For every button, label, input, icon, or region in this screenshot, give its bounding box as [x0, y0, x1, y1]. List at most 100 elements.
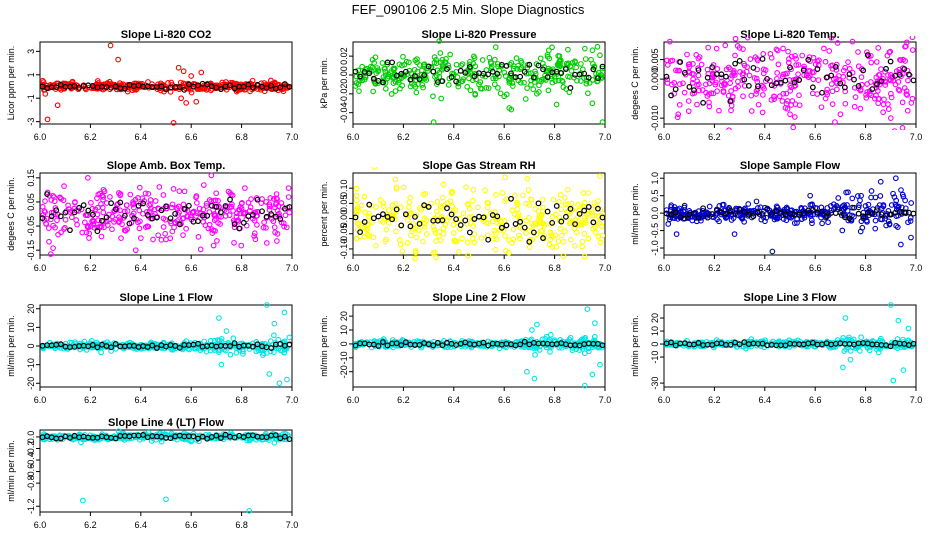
data-point: [377, 197, 384, 203]
data-point: [779, 73, 786, 80]
x-tick-label: 7.0: [599, 263, 612, 273]
data-point: [267, 195, 274, 201]
data-point: [381, 65, 388, 72]
reference-point: [416, 341, 423, 348]
data-point: [795, 62, 802, 68]
data-point: [72, 199, 78, 206]
reference-point: [759, 56, 766, 62]
data-point: [732, 52, 738, 59]
data-point: [213, 190, 220, 197]
data-point: [442, 262, 447, 267]
data-point: [100, 196, 106, 203]
data-point: [370, 234, 377, 241]
data-point: [903, 91, 910, 97]
x-tick-label: 6.4: [759, 132, 772, 142]
data-point: [578, 78, 584, 84]
data-point: [274, 231, 281, 237]
reference-point: [144, 212, 151, 218]
data-point: [392, 200, 399, 207]
data-point: [388, 212, 394, 219]
scatter-points: [40, 428, 292, 514]
data-point: [572, 242, 578, 249]
data-point: [155, 232, 162, 239]
data-point: [908, 200, 915, 206]
data-point: [819, 220, 825, 227]
outlier-point: [887, 115, 894, 121]
data-point: [565, 201, 571, 208]
plot-frame: [663, 41, 917, 125]
data-point: [84, 223, 91, 230]
y-tick-label: -20: [339, 365, 349, 378]
data-point: [50, 222, 57, 229]
data-point: [575, 207, 582, 214]
reference-point: [508, 70, 514, 77]
data-point: [456, 225, 463, 232]
data-point: [732, 85, 739, 92]
data-point: [510, 226, 517, 233]
data-point: [387, 70, 394, 77]
data-point: [86, 230, 93, 237]
panel-9: Slope Line 3 Flow -30 -10 0 10 20 6.0 6.2 6.4 6.6…: [630, 292, 922, 405]
x-tick-label: 7.0: [286, 520, 299, 530]
data-point: [212, 227, 218, 234]
data-point: [286, 334, 292, 341]
data-point: [491, 227, 498, 234]
reference-point: [172, 343, 179, 349]
data-point: [774, 47, 781, 54]
reference-point: [796, 77, 803, 83]
reference-point: [855, 210, 862, 217]
data-point: [747, 208, 753, 214]
data-point: [545, 47, 552, 54]
data-point: [180, 80, 187, 87]
y-tick-label: -1.0: [650, 240, 660, 256]
data-point: [588, 56, 594, 63]
data-point: [491, 56, 498, 63]
data-point: [759, 109, 766, 116]
x-tick-label: 6.2: [84, 263, 97, 273]
reference-point: [526, 61, 533, 68]
data-point: [423, 77, 430, 83]
plot-frame: [352, 41, 606, 125]
data-point: [720, 88, 727, 94]
outlier-point: [198, 69, 205, 76]
data-point: [755, 101, 762, 108]
reference-point: [407, 223, 414, 230]
data-point: [891, 194, 898, 200]
data-point: [240, 350, 246, 357]
x-tick-label: 6.8: [859, 263, 872, 273]
reference-point: [163, 203, 169, 210]
reference-point: [823, 213, 830, 220]
data-point: [684, 51, 690, 58]
data-point: [792, 101, 799, 107]
data-point: [680, 80, 686, 87]
data-point: [523, 200, 529, 207]
data-point: [509, 207, 516, 214]
data-point: [94, 211, 101, 218]
data-point: [389, 202, 396, 208]
data-point: [470, 197, 476, 204]
data-point: [523, 217, 530, 224]
data-point: [690, 76, 696, 83]
reference-point: [777, 79, 784, 86]
reference-point: [814, 66, 821, 72]
reference-point: [94, 344, 101, 351]
y-tick-label: 0.0: [650, 207, 660, 220]
outlier-point: [845, 189, 851, 196]
reference-point: [535, 200, 542, 207]
data-point: [371, 60, 378, 66]
reference-point: [910, 340, 916, 347]
data-point: [266, 201, 273, 208]
data-point: [905, 77, 911, 84]
data-point: [413, 234, 420, 241]
data-point: [245, 199, 252, 206]
data-point: [532, 220, 539, 227]
data-point: [685, 98, 692, 104]
data-point: [94, 224, 101, 231]
data-point: [872, 194, 879, 201]
reference-point: [434, 339, 441, 346]
data-point: [716, 107, 722, 114]
reference-point: [681, 215, 688, 222]
reference-point: [704, 74, 711, 81]
data-point: [859, 81, 865, 88]
x-tick-label: 6.8: [235, 132, 248, 142]
